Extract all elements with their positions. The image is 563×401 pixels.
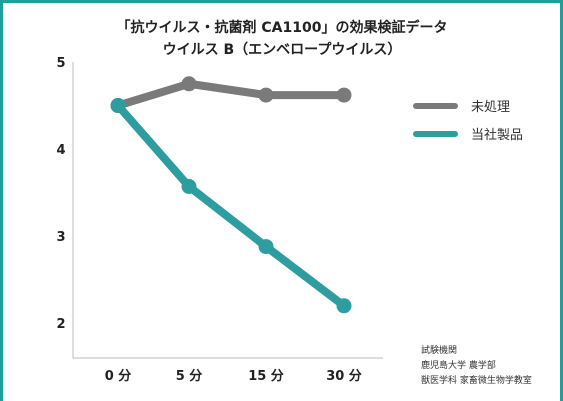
y-axis-ticks: 2 3 4 5: [56, 56, 65, 332]
x-tick-label: 5 分: [176, 368, 203, 384]
source-note-line-2: 鹿児島大学 農学部: [421, 359, 496, 371]
series-group: [110, 76, 352, 314]
legend-label: 当社製品: [471, 127, 523, 143]
source-note: 試験機関 鹿児島大学 農学部 獣医学科 家畜微生物学教室: [421, 344, 532, 386]
chart-subtitle: ウイルス B（エンベロープウイルス）: [163, 42, 402, 58]
series-2: [110, 98, 352, 314]
frame-right-border: [560, 0, 563, 401]
source-note-line-1: 試験機関: [421, 344, 457, 356]
frame-top-border: [0, 0, 563, 3]
x-tick-label: 0 分: [105, 368, 132, 384]
data-point: [258, 87, 274, 103]
x-axis-ticks: 0 分 5 分 15 分 30 分: [105, 368, 362, 384]
data-point: [336, 87, 352, 103]
data-point: [258, 239, 274, 255]
series-line: [114, 79, 348, 110]
series-line: [114, 101, 348, 310]
x-tick-label: 30 分: [326, 368, 362, 384]
legend-label: 未処理: [471, 100, 510, 115]
frame-left-border: [0, 0, 3, 401]
series-1: [110, 76, 352, 114]
data-point: [336, 298, 352, 314]
data-point: [110, 98, 126, 114]
x-tick-label: 15 分: [248, 368, 284, 384]
y-tick-label: 4: [56, 143, 65, 158]
y-tick-label: 5: [56, 56, 65, 71]
data-point: [181, 76, 197, 92]
source-note-line-3: 獣医学科 家畜微生物学教室: [421, 374, 532, 386]
y-tick-label: 3: [56, 230, 65, 245]
data-point: [181, 178, 197, 194]
y-tick-label: 2: [56, 317, 65, 332]
chart-title: 「抗ウイルス・抗菌剤 CA1100」の効果検証データ: [117, 19, 448, 36]
